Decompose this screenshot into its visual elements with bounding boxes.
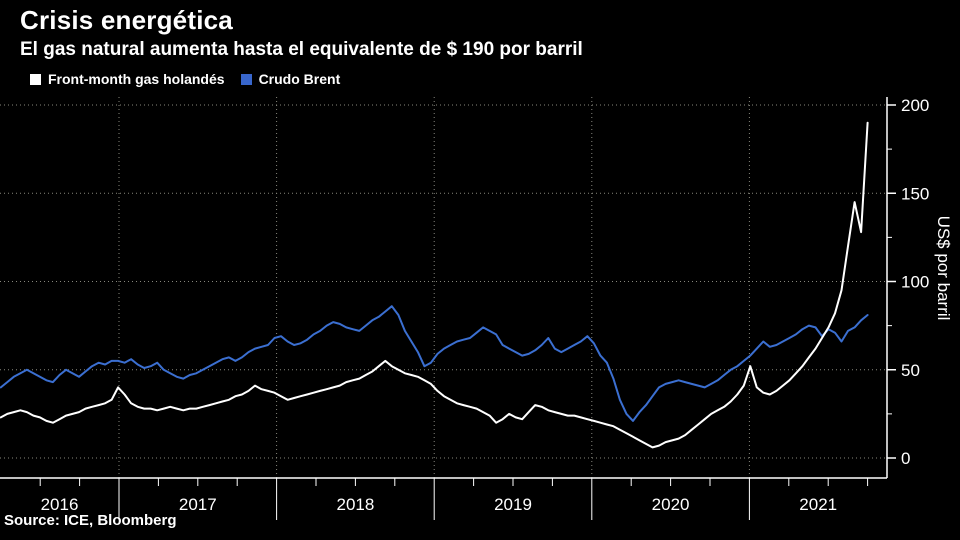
y-tick-label: 100 — [901, 273, 929, 292]
chart-subtitle: El gas natural aumenta hasta el equivale… — [20, 39, 583, 60]
axis-frame — [0, 97, 888, 479]
y-axis-labels: 0 50 100 150 200 — [901, 96, 929, 468]
x-tick-label: 2017 — [179, 495, 217, 514]
gas-legend-label: Front-month gas holandés — [48, 71, 225, 87]
gas-series-line — [0, 121, 869, 449]
brent-legend-label: Crudo Brent — [258, 71, 341, 87]
y-axis-title: US$ por barril — [934, 216, 953, 321]
x-axis-ticks — [39, 478, 869, 520]
x-tick-label: 2016 — [41, 495, 79, 514]
gas-legend-swatch-icon — [30, 73, 41, 85]
x-axis-labels: 2016 2017 2018 2019 2020 2021 — [41, 495, 838, 514]
x-tick-label: 2019 — [494, 495, 532, 514]
series-lines — [0, 121, 869, 449]
brent-legend-swatch-icon — [240, 73, 252, 85]
brent-series-line — [0, 305, 869, 422]
legend-item-brent: Crudo Brent — [240, 71, 341, 87]
x-tick-label: 2018 — [336, 495, 374, 514]
y-tick-label: 50 — [901, 361, 920, 380]
vertical-gridlines — [118, 97, 750, 478]
y-axis-ticks — [887, 104, 896, 459]
y-tick-label: 0 — [901, 449, 910, 468]
source-note: Source: ICE, Bloomberg — [4, 512, 177, 529]
x-tick-label: 2020 — [652, 495, 690, 514]
x-tick-label: 2021 — [799, 495, 837, 514]
y-tick-label: 150 — [901, 184, 929, 203]
chart-legend: Front-month gas holandés Crudo Brent — [30, 71, 340, 87]
y-tick-label: 200 — [901, 96, 929, 115]
legend-item-gas: Front-month gas holandés — [30, 71, 225, 87]
chart-title: Crisis energética — [20, 5, 233, 35]
